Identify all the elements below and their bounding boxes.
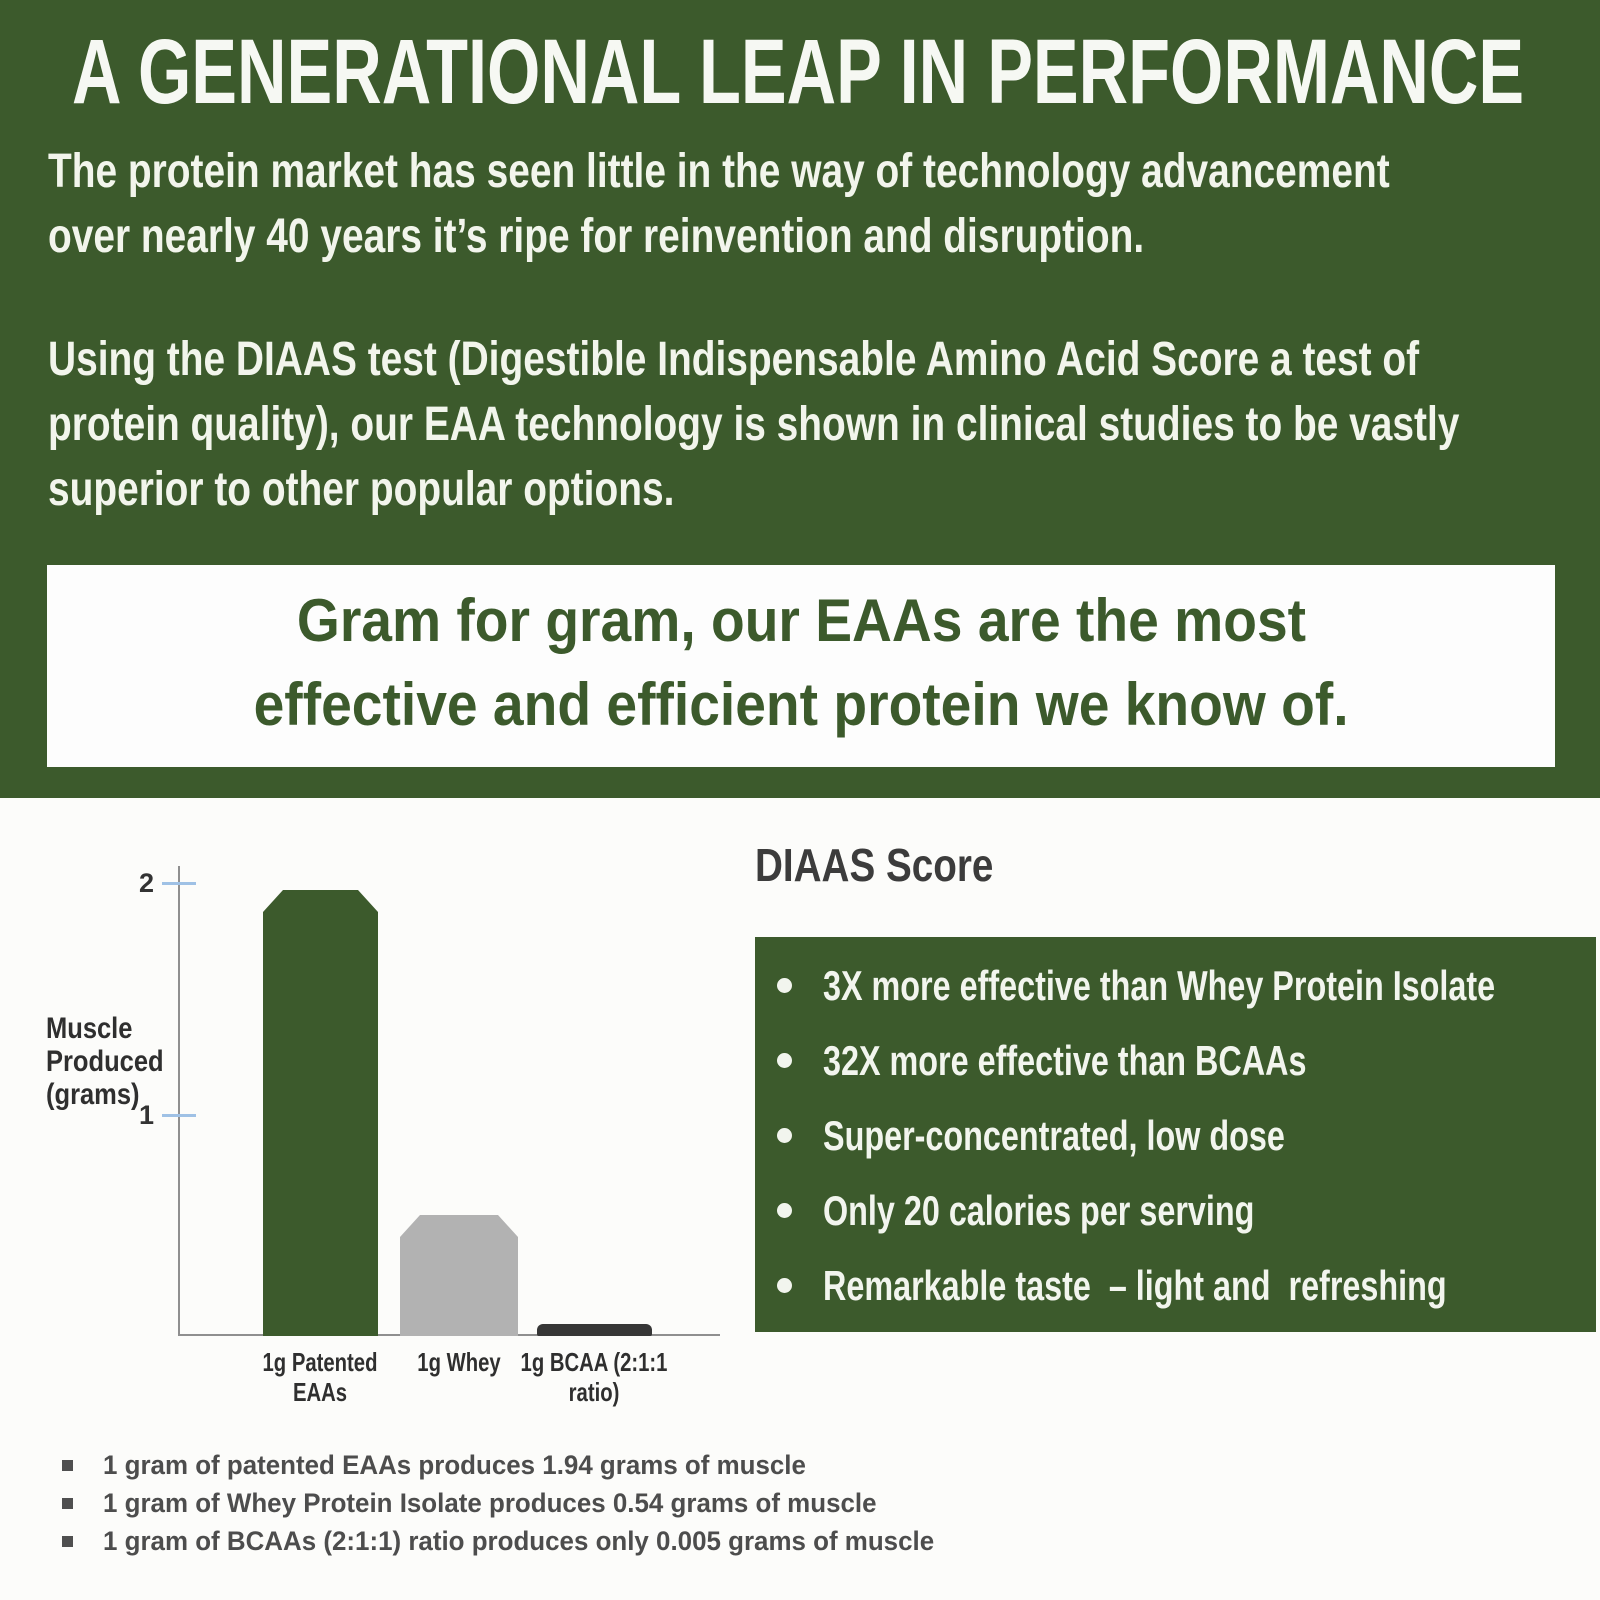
- intro-paragraph: The protein market has seen little in th…: [48, 139, 1600, 269]
- footnote-bullet-icon: [62, 1460, 73, 1471]
- y-axis: [178, 866, 180, 1336]
- hero-section: A GENERATIONAL LEAP IN PERFORMANCE The p…: [0, 0, 1600, 798]
- bar-label: 1g Whey: [417, 1347, 501, 1377]
- intro-paragraph-line: over nearly 40 years it’s ripe for reinv…: [48, 210, 1145, 263]
- y-axis-title: Muscle Produced (grams): [46, 1012, 164, 1111]
- bar-3: [537, 1324, 652, 1336]
- bullet-item: Remarkable taste – light and refreshing: [755, 1264, 1596, 1308]
- intro-paragraph-line: The protein market has seen little in th…: [48, 145, 1390, 198]
- callout-box: Gram for gram, our EAAs are the most eff…: [47, 565, 1555, 767]
- bullet-dot-icon: [777, 978, 792, 993]
- bullet-dot-icon: [777, 1053, 792, 1068]
- diaas-score-title: DIAAS Score: [755, 839, 994, 891]
- page-title: A GENERATIONAL LEAP IN PERFORMANCE: [72, 21, 1525, 123]
- footnote-item: 1 gram of Whey Protein Isolate produces …: [0, 1485, 1200, 1521]
- footnote-item: 1 gram of BCAAs (2:1:1) ratio produces o…: [0, 1523, 1200, 1559]
- diaas-paragraph-line: Using the DIAAS test (Digestible Indispe…: [48, 333, 1420, 386]
- bullet-dot-icon: [777, 1203, 792, 1218]
- footnote-text: 1 gram of Whey Protein Isolate produces …: [103, 1488, 877, 1518]
- tick-mark: [162, 882, 196, 885]
- diaas-paragraph: Using the DIAAS test (Digestible Indispe…: [48, 327, 1600, 522]
- footnote-bullet-icon: [62, 1536, 73, 1547]
- footnote-text: 1 gram of patented EAAs produces 1.94 gr…: [103, 1450, 806, 1480]
- footnote-bullet-icon: [62, 1498, 73, 1509]
- bullet-text: Super-concentrated, low dose: [823, 1112, 1285, 1159]
- tick-label: 1: [138, 1100, 154, 1130]
- bullet-item: Only 20 calories per serving: [755, 1189, 1596, 1233]
- bar-2: [400, 1215, 518, 1336]
- bullet-dot-icon: [777, 1128, 792, 1143]
- bar-label: 1g Patented EAAs: [262, 1347, 378, 1407]
- bullet-text: 32X more effective than BCAAs: [823, 1037, 1307, 1084]
- diaas-paragraph-line: superior to other popular options.: [48, 463, 675, 516]
- footnote-item: 1 gram of patented EAAs produces 1.94 gr…: [0, 1447, 1200, 1483]
- callout-text-line: effective and efficient protein we know …: [253, 671, 1349, 738]
- bar-1: [263, 890, 378, 1336]
- bullet-text: Only 20 calories per serving: [823, 1187, 1255, 1234]
- bullet-item: Super-concentrated, low dose: [755, 1114, 1596, 1158]
- tick-mark: [162, 1114, 196, 1117]
- callout-text-line: Gram for gram, our EAAs are the most: [296, 587, 1306, 654]
- footnote-text: 1 gram of BCAAs (2:1:1) ratio produces o…: [103, 1526, 935, 1556]
- tick-label: 2: [138, 868, 154, 898]
- benefits-panel: 3X more effective than Whey Protein Isol…: [755, 937, 1596, 1332]
- bar-label: 1g BCAA (2:1:1 ratio): [520, 1347, 668, 1407]
- bullet-text: 3X more effective than Whey Protein Isol…: [823, 962, 1496, 1009]
- bullet-item: 3X more effective than Whey Protein Isol…: [755, 964, 1596, 1008]
- bullet-dot-icon: [777, 1278, 792, 1293]
- bullet-item: 32X more effective than BCAAs: [755, 1039, 1596, 1083]
- bullet-text: Remarkable taste – light and refreshing: [823, 1262, 1447, 1309]
- diaas-paragraph-line: protein quality), our EAA technology is …: [48, 398, 1460, 451]
